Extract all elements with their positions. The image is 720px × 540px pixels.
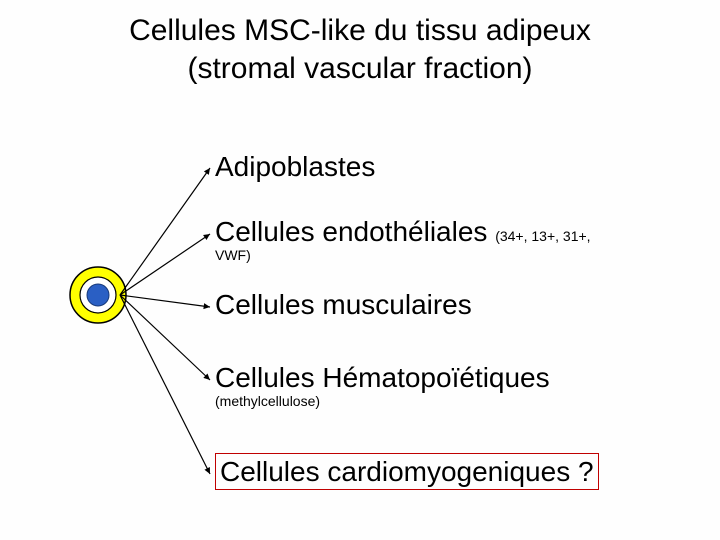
cell-graphic xyxy=(66,263,130,327)
entry-adipoblastes: Adipoblastes xyxy=(215,151,700,183)
entry-hematopoiet: Cellules Hématopoïétiques (methylcellulo… xyxy=(215,362,700,409)
title-line1: Cellules MSC-like du tissu adipeux xyxy=(40,12,680,50)
title-line2: (stromal vascular fraction) xyxy=(40,50,680,88)
sub-hematopoiet: (methylcellulose) xyxy=(215,394,700,409)
entry-endotheliales: Cellules endothéliales (34+, 13+, 31+, V… xyxy=(215,216,700,263)
entry-musculaires: Cellules musculaires xyxy=(215,289,700,321)
slide-title: Cellules MSC-like du tissu adipeux (stro… xyxy=(40,12,680,87)
label-adipoblastes: Adipoblastes xyxy=(215,151,375,182)
entry-cardiomyo: Cellules cardiomyogeniques ? xyxy=(215,456,700,488)
label-cardiomyo: Cellules cardiomyogeniques ? xyxy=(215,453,599,490)
label-endotheliales: Cellules endothéliales xyxy=(215,216,495,247)
cell-nucleus xyxy=(87,284,109,306)
label-hematopoiet: Cellules Hématopoïétiques xyxy=(215,362,550,393)
small-endotheliales: (34+, 13+, 31+, xyxy=(495,228,590,244)
sub-endotheliales: VWF) xyxy=(215,248,700,263)
label-musculaires: Cellules musculaires xyxy=(215,289,472,320)
